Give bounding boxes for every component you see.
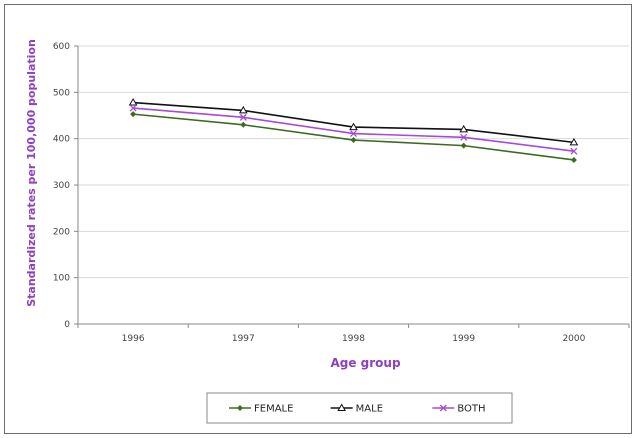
data-point [460, 142, 467, 149]
data-point [238, 105, 248, 114]
line-chart: 0 100 200 300 400 500 600 1996 1997 1998 1999 2000… [25, 39, 630, 424]
y-tick-label: 300 [53, 181, 70, 191]
data-point [439, 404, 447, 412]
y-tick-label: 200 [53, 227, 70, 237]
legend-label: FEMALE [254, 404, 293, 415]
axes [74, 45, 630, 328]
series-both [129, 104, 578, 155]
x-tick-label: 1998 [342, 334, 365, 344]
data-point [349, 122, 358, 131]
legend-item-male: MALE [330, 403, 383, 415]
data-point [239, 113, 247, 121]
legend-box [206, 392, 513, 424]
series-line [133, 113, 575, 161]
series-female [130, 111, 577, 163]
y-tick-label: 600 [53, 42, 70, 52]
data-point [460, 133, 468, 141]
data-point [350, 137, 357, 144]
data-point [569, 137, 579, 146]
y-tick-label: 400 [53, 135, 70, 145]
data-point [350, 130, 357, 138]
gridlines [78, 45, 629, 279]
x-tick-label: 1999 [452, 334, 475, 344]
y-tick-labels: 0 100 200 300 400 500 600 [53, 42, 70, 330]
x-axis-title: Age group [330, 356, 400, 370]
y-tick-label: 500 [53, 88, 70, 98]
x-tick-label: 2000 [562, 334, 585, 344]
data-point [570, 156, 577, 163]
data-point [237, 405, 243, 411]
series-male [128, 98, 579, 146]
series-group [128, 98, 579, 163]
x-tick-labels: 1996 1997 1998 1999 2000 [122, 334, 586, 344]
data-point [240, 121, 247, 128]
data-point [128, 98, 138, 106]
legend-label: MALE [356, 404, 383, 415]
legend-label: BOTH [457, 404, 485, 415]
y-axis-title: Standardized rates per 100,000 populatio… [25, 39, 38, 307]
data-point [337, 403, 347, 411]
legend: FEMALE MALE BOTH [206, 392, 513, 424]
data-point [130, 111, 137, 118]
chart-frame: 0 100 200 300 400 500 600 1996 1997 1998 1999 2000… [4, 4, 632, 434]
series-line [133, 101, 574, 144]
legend-item-both: BOTH [432, 404, 486, 415]
data-point [570, 147, 578, 155]
legend-item-female: FEMALE [229, 404, 293, 415]
x-tick-label: 1997 [232, 334, 255, 344]
data-point [129, 104, 137, 112]
data-point [459, 124, 469, 133]
x-tick-label: 1996 [122, 334, 145, 344]
y-tick-label: 0 [64, 320, 70, 330]
y-tick-label: 100 [53, 274, 70, 284]
